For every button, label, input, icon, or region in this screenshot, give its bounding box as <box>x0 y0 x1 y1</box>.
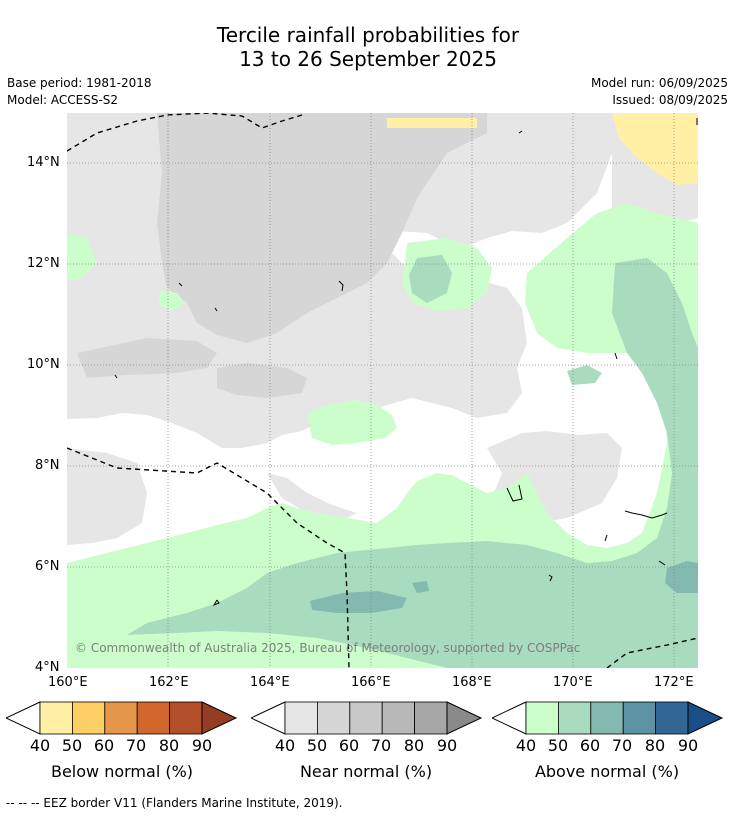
lon-label-172e: 172°E <box>654 675 694 690</box>
model-name: Model: ACCESS-S2 <box>7 93 119 107</box>
below-swatch-1 <box>39 701 73 735</box>
below-normal-regions <box>387 113 698 185</box>
above-normal-50-regions <box>127 255 698 668</box>
above-swatch-2 <box>558 701 592 735</box>
near-tick-70: 70 <box>370 736 392 755</box>
above-normal-label: Above normal (%) <box>534 762 680 781</box>
map-title-line1: Tercile rainfall probabilities for <box>216 23 520 47</box>
map-copyright: © Commonwealth of Australia 2025, Bureau… <box>75 641 581 655</box>
islands <box>114 118 698 607</box>
below-tick-60: 60 <box>93 736 115 755</box>
lat-label-4n: 4°N <box>35 660 60 675</box>
near-normal-dark-regions <box>77 113 487 398</box>
above-swatch-5 <box>655 701 689 735</box>
above-tick-50: 50 <box>547 736 569 755</box>
below-swatch-2 <box>72 701 106 735</box>
below-swatch-5 <box>169 701 203 735</box>
below-tick-70: 70 <box>125 736 147 755</box>
base-period: Base period: 1981-2018 <box>7 76 152 90</box>
lon-label-160e: 160°E <box>48 675 88 690</box>
lon-label-170e: 170°E <box>553 675 593 690</box>
near-tick-40: 40 <box>274 736 296 755</box>
lon-label-166e: 166°E <box>351 675 391 690</box>
near-swatch-3 <box>349 701 383 735</box>
near-tick-90: 90 <box>436 736 458 755</box>
below-tick-80: 80 <box>158 736 180 755</box>
above-normal-swatches <box>525 701 689 735</box>
model-run: Model run: 06/09/2025 <box>590 76 728 90</box>
rainfall-map <box>67 113 698 668</box>
above-tick-70: 70 <box>611 736 633 755</box>
above-tick-60: 60 <box>579 736 601 755</box>
lat-label-12n: 12°N <box>27 256 60 271</box>
above-swatch-1 <box>525 701 559 735</box>
below-normal-colorbar <box>6 701 238 735</box>
near-swatch-5 <box>414 701 448 735</box>
below-normal-label: Below normal (%) <box>50 762 194 781</box>
near-normal-colorbar <box>251 701 483 735</box>
near-normal-swatches <box>284 701 448 735</box>
near-swatch-1 <box>284 701 318 735</box>
near-normal-label: Near normal (%) <box>299 762 433 781</box>
issued-date: Issued: 08/09/2025 <box>612 93 728 107</box>
below-swatch-4 <box>136 701 170 735</box>
near-swatch-4 <box>381 701 415 735</box>
above-tick-90: 90 <box>677 736 699 755</box>
near-swatch-2 <box>317 701 351 735</box>
near-tick-80: 80 <box>403 736 425 755</box>
near-tick-50: 50 <box>306 736 328 755</box>
below-tick-40: 40 <box>29 736 51 755</box>
graticule <box>67 113 698 668</box>
above-tick-40: 40 <box>515 736 537 755</box>
lat-label-8n: 8°N <box>35 458 60 473</box>
above-normal-colorbar <box>492 701 724 735</box>
lat-label-14n: 14°N <box>27 155 60 170</box>
eez-border <box>67 113 698 668</box>
lat-label-10n: 10°N <box>27 357 60 372</box>
lon-label-164e: 164°E <box>250 675 290 690</box>
near-tick-60: 60 <box>338 736 360 755</box>
below-normal-swatches <box>39 701 203 735</box>
above-swatch-3 <box>590 701 624 735</box>
lon-label-162e: 162°E <box>149 675 189 690</box>
lon-label-168e: 168°E <box>452 675 492 690</box>
below-tick-90: 90 <box>191 736 213 755</box>
map-title-line2: 13 to 26 September 2025 <box>239 47 497 71</box>
eez-footnote: -- -- -- EEZ border V11 (Flanders Marine… <box>6 796 343 810</box>
above-tick-80: 80 <box>644 736 666 755</box>
above-normal-60-regions <box>310 561 698 613</box>
below-swatch-3 <box>104 701 138 735</box>
above-swatch-4 <box>622 701 656 735</box>
below-tick-50: 50 <box>61 736 83 755</box>
lat-label-6n: 6°N <box>35 559 60 574</box>
